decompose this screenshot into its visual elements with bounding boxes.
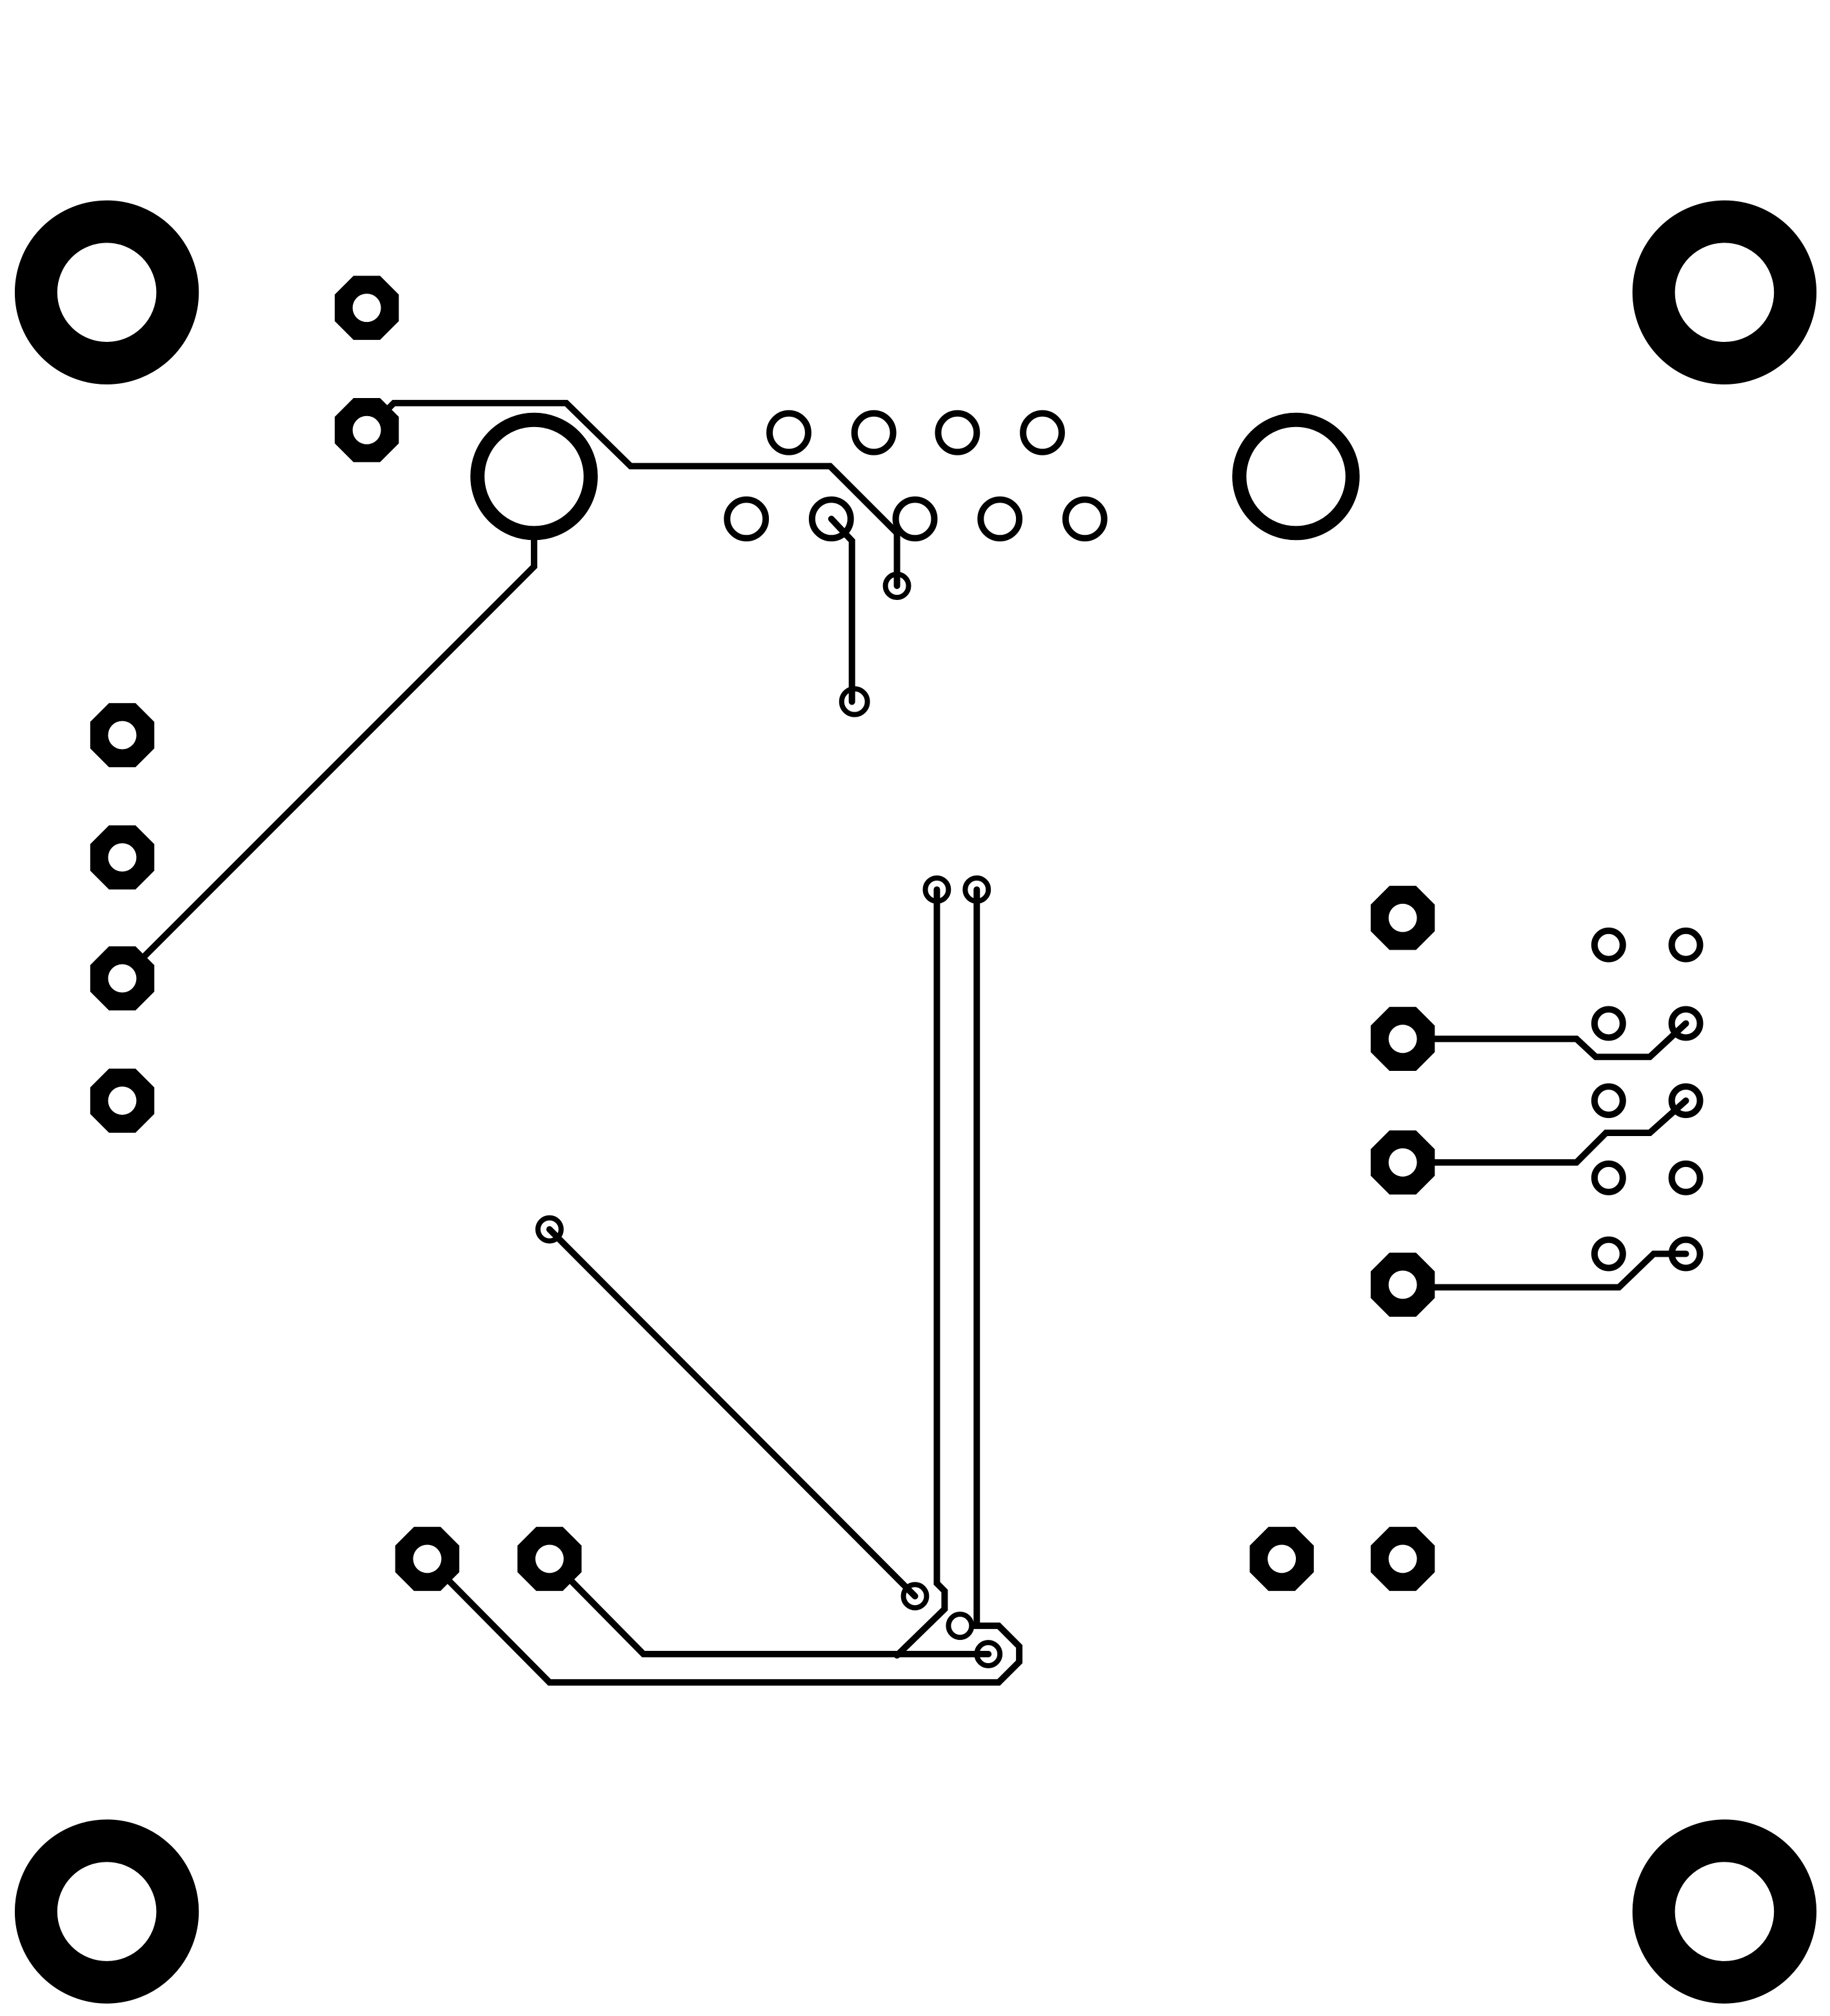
mounting-hole-bottom-left: [14, 1819, 199, 2004]
connector-mount-hole-left: [470, 412, 598, 541]
connector-mount-holes: [470, 412, 1360, 541]
connector-pin: [935, 410, 980, 455]
connector-pin: [724, 496, 770, 542]
pad: [1591, 1236, 1626, 1272]
pad: [1591, 927, 1626, 963]
pad: [1591, 1083, 1626, 1119]
mounting-hole-top-left: [14, 200, 199, 384]
pad-drill-hole: [108, 964, 137, 993]
octagon-pads: [90, 275, 1435, 1592]
connector-pin: [1020, 410, 1065, 455]
connector-pin: [851, 410, 897, 455]
pad-drill-hole: [1388, 1024, 1417, 1053]
connector-pin: [1062, 496, 1108, 542]
connector-pin: [892, 496, 938, 542]
connector-pin: [808, 496, 854, 542]
pad: [1668, 1006, 1704, 1041]
vias: [535, 572, 1003, 1668]
pad-drill-hole: [1388, 1148, 1417, 1177]
trace: [1399, 1097, 1689, 1166]
small-octagon-pads: [1591, 927, 1704, 1272]
via: [946, 1612, 975, 1641]
pad: [1668, 927, 1704, 963]
connector-pin: [977, 496, 1023, 542]
pad-drill-hole: [108, 1086, 137, 1115]
via: [535, 1215, 564, 1244]
trace: [893, 886, 948, 1659]
mounting-hole-top-right: [1632, 200, 1817, 384]
trace: [424, 886, 1023, 1686]
pad-drill-hole: [1388, 1544, 1417, 1573]
pad-drill-hole: [1388, 903, 1417, 932]
pad-drill-hole: [108, 843, 137, 872]
pad-drill-hole: [352, 415, 381, 444]
pad-drill-hole: [535, 1544, 564, 1573]
pad-drill-hole: [108, 721, 137, 750]
pad: [1591, 1006, 1626, 1041]
connector-mount-hole-right: [1232, 412, 1360, 541]
pad: [1668, 1160, 1704, 1195]
trace: [546, 1555, 992, 1658]
via: [900, 1582, 930, 1611]
pad-drill-hole: [1268, 1544, 1297, 1573]
connector-pins: [724, 410, 1108, 542]
trace: [1399, 1020, 1689, 1061]
trace: [828, 515, 855, 705]
mounting-holes: [14, 200, 1817, 2004]
traces: [119, 399, 1689, 1686]
trace: [363, 399, 900, 590]
pad: [1591, 1160, 1626, 1195]
trace: [119, 530, 537, 982]
connector-pin: [766, 410, 811, 455]
pad-drill-hole: [413, 1544, 442, 1573]
mounting-hole-bottom-right: [1632, 1819, 1817, 2004]
pad-drill-hole: [352, 294, 381, 323]
pad-drill-hole: [1388, 1270, 1417, 1299]
pad: [1668, 1083, 1704, 1119]
trace: [1399, 1250, 1689, 1291]
pad: [1668, 1236, 1704, 1272]
trace: [546, 1226, 919, 1600]
